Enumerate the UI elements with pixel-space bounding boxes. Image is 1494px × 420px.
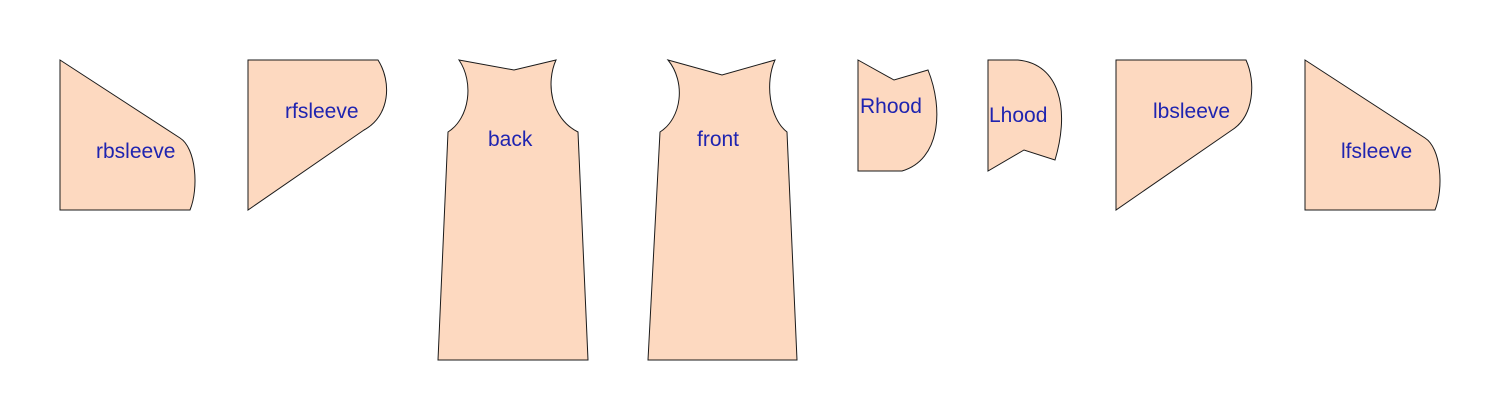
rhood-shape	[857, 59, 938, 172]
rbsleeve-label: rbsleeve	[96, 140, 175, 163]
back-shape	[437, 59, 589, 361]
lfsleeve-label: lfsleeve	[1341, 140, 1412, 163]
pattern-piece-lbsleeve: lbsleeve	[1115, 59, 1253, 211]
pattern-piece-back: back	[437, 59, 589, 361]
lfsleeve-shape	[1304, 59, 1441, 211]
pattern-piece-lfsleeve: lfsleeve	[1304, 59, 1441, 211]
pattern-piece-rhood: Rhood	[857, 59, 938, 172]
lbsleeve-shape	[1115, 59, 1253, 211]
lhood-shape	[987, 59, 1062, 172]
rfsleeve-label: rfsleeve	[285, 100, 359, 123]
rbsleeve-shape	[59, 59, 196, 211]
front-shape	[647, 59, 798, 361]
rfsleeve-shape	[247, 59, 388, 211]
back-label: back	[488, 128, 533, 151]
lhood-label: Lhood	[989, 104, 1047, 127]
pattern-piece-lhood: Lhood	[987, 59, 1062, 172]
pattern-piece-rfsleeve: rfsleeve	[247, 59, 388, 211]
pattern-piece-rbsleeve: rbsleeve	[59, 59, 196, 211]
front-label: front	[697, 128, 739, 151]
pattern-piece-front: front	[647, 59, 798, 361]
lbsleeve-label: lbsleeve	[1153, 100, 1230, 123]
rhood-label: Rhood	[860, 95, 922, 118]
